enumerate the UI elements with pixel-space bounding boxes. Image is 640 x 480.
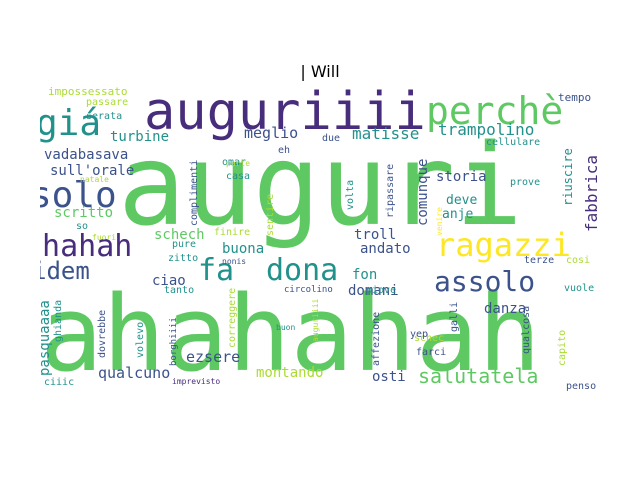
word-storia: storia bbox=[436, 169, 487, 185]
word-auguriiii: auguriiii bbox=[144, 86, 426, 142]
word-ripassare: ripassare bbox=[385, 163, 396, 218]
word-pure: pure bbox=[172, 239, 197, 250]
figure-title: | Will bbox=[300, 62, 340, 81]
word-farci: farci bbox=[416, 347, 447, 358]
word-salutatela: salutatela bbox=[418, 364, 539, 388]
word-qualcosa: qualcosa bbox=[521, 305, 532, 354]
word-prove: prove bbox=[510, 177, 541, 188]
word-ahahahah: ahahahah bbox=[40, 273, 541, 392]
word-omar: omar bbox=[222, 157, 247, 168]
word-volta: volta bbox=[345, 179, 356, 210]
word-impossessato: impossessato bbox=[48, 86, 128, 98]
word-osti: osti bbox=[372, 369, 406, 385]
word-complimenti: complimenti bbox=[189, 159, 200, 226]
word-terze: terze bbox=[524, 255, 555, 266]
word-passare: passare bbox=[86, 97, 129, 108]
word-qualcuno: qualcuno bbox=[98, 364, 171, 382]
word-borghiiii: borghiiii bbox=[169, 317, 179, 366]
word-venire: venire bbox=[435, 207, 444, 236]
word-due: due bbox=[322, 133, 341, 144]
word-fon: fon bbox=[352, 267, 378, 283]
word-meglio: meglio bbox=[244, 124, 299, 142]
word-comunque: comunque bbox=[415, 158, 431, 226]
word-trampolino: trampolino bbox=[438, 120, 535, 139]
word-galli: galli bbox=[449, 301, 460, 332]
word-ragazzi: ragazzi bbox=[436, 226, 571, 264]
word-parte: parte bbox=[226, 159, 251, 168]
word-danza: danza bbox=[484, 301, 527, 317]
word-dovrebbe: dovrebbe bbox=[97, 309, 108, 358]
word-serata: serata bbox=[86, 111, 123, 122]
word-idem: idem bbox=[40, 257, 90, 285]
word-cloud: auguri ahahahah auguriiii perchè giá sol… bbox=[40, 86, 600, 392]
word-ezsere: ezsere bbox=[186, 348, 241, 366]
word-fabbrica: fabbrica bbox=[582, 154, 600, 232]
word-auguri: auguri bbox=[118, 121, 523, 251]
word-deve: deve bbox=[446, 193, 478, 208]
word-ciao: ciao bbox=[152, 273, 186, 289]
word-buona: buona bbox=[222, 241, 265, 257]
word-perche: perchè bbox=[426, 89, 564, 133]
word-scritto: scritto bbox=[54, 205, 114, 221]
word-domani: domani bbox=[348, 283, 399, 299]
word-zitto: zitto bbox=[168, 253, 199, 264]
word-ciiic: ciiic bbox=[44, 377, 75, 388]
word-schec: schec bbox=[414, 333, 445, 344]
word-matisse: matisse bbox=[352, 124, 420, 143]
word-anje: anje bbox=[442, 207, 474, 222]
word-natale: natale bbox=[80, 175, 109, 184]
word-troll: troll bbox=[354, 227, 397, 243]
word-turbine: turbine bbox=[110, 129, 170, 145]
word-capito: capito bbox=[557, 329, 568, 366]
word-penso: penso bbox=[566, 381, 597, 392]
word-nonis: nonis bbox=[222, 257, 247, 266]
word-vadabasava: vadabasava bbox=[44, 147, 129, 163]
word-andato: andato bbox=[360, 241, 411, 257]
word-montando: montando bbox=[256, 365, 324, 381]
word-fa: fa bbox=[198, 253, 235, 288]
word-piove: piove bbox=[366, 285, 397, 296]
word-casa: casa bbox=[226, 171, 251, 182]
word-pasquaaaa: pasquaaaa bbox=[40, 300, 53, 376]
word-cosi: cosi bbox=[566, 255, 591, 266]
word-tanto: tanto bbox=[164, 285, 195, 296]
word-finire: finire bbox=[214, 227, 251, 238]
word-vuole: vuole bbox=[564, 283, 595, 294]
word-dona: dona bbox=[266, 253, 339, 288]
word-buon: buon bbox=[276, 323, 296, 332]
word-eh: eh bbox=[278, 145, 291, 156]
word-schech: schech bbox=[154, 227, 205, 243]
word-correggere: correggere bbox=[227, 287, 238, 348]
word-auguriiii-small: auguriiii bbox=[311, 298, 320, 342]
word-sentire: sentire bbox=[265, 193, 276, 236]
word-cellulare: cellulare bbox=[486, 137, 541, 148]
word-circolino: circolino bbox=[284, 285, 333, 295]
word-fuori: fuori bbox=[92, 233, 117, 242]
word-affezione: affezione bbox=[371, 311, 382, 366]
word-ahahah: ahahah bbox=[40, 229, 133, 264]
word-so: so bbox=[76, 221, 89, 232]
word-tempo: tempo bbox=[558, 91, 592, 104]
word-assolo: assolo bbox=[434, 265, 536, 298]
word-gia: giá bbox=[40, 103, 102, 144]
word-sullorale: sull'orale bbox=[50, 163, 135, 179]
word-yep: yep bbox=[410, 329, 429, 340]
word-ghianda: ghianda bbox=[53, 299, 64, 342]
word-solo: solo bbox=[40, 175, 117, 216]
word-riuscire: riuscire bbox=[561, 148, 575, 206]
word-volevo: volevo bbox=[135, 321, 146, 358]
word-imprevisto: imprevisto bbox=[172, 377, 221, 386]
